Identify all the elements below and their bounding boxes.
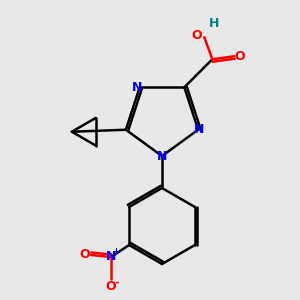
- Text: -: -: [115, 278, 119, 288]
- Text: N: N: [131, 81, 142, 94]
- Text: O: O: [191, 29, 202, 42]
- Text: O: O: [106, 280, 116, 292]
- Text: N: N: [157, 149, 167, 163]
- Text: O: O: [80, 248, 90, 262]
- Text: H: H: [209, 17, 220, 30]
- Text: N: N: [194, 123, 204, 136]
- Text: +: +: [112, 248, 120, 256]
- Text: N: N: [106, 250, 116, 263]
- Text: O: O: [234, 50, 244, 63]
